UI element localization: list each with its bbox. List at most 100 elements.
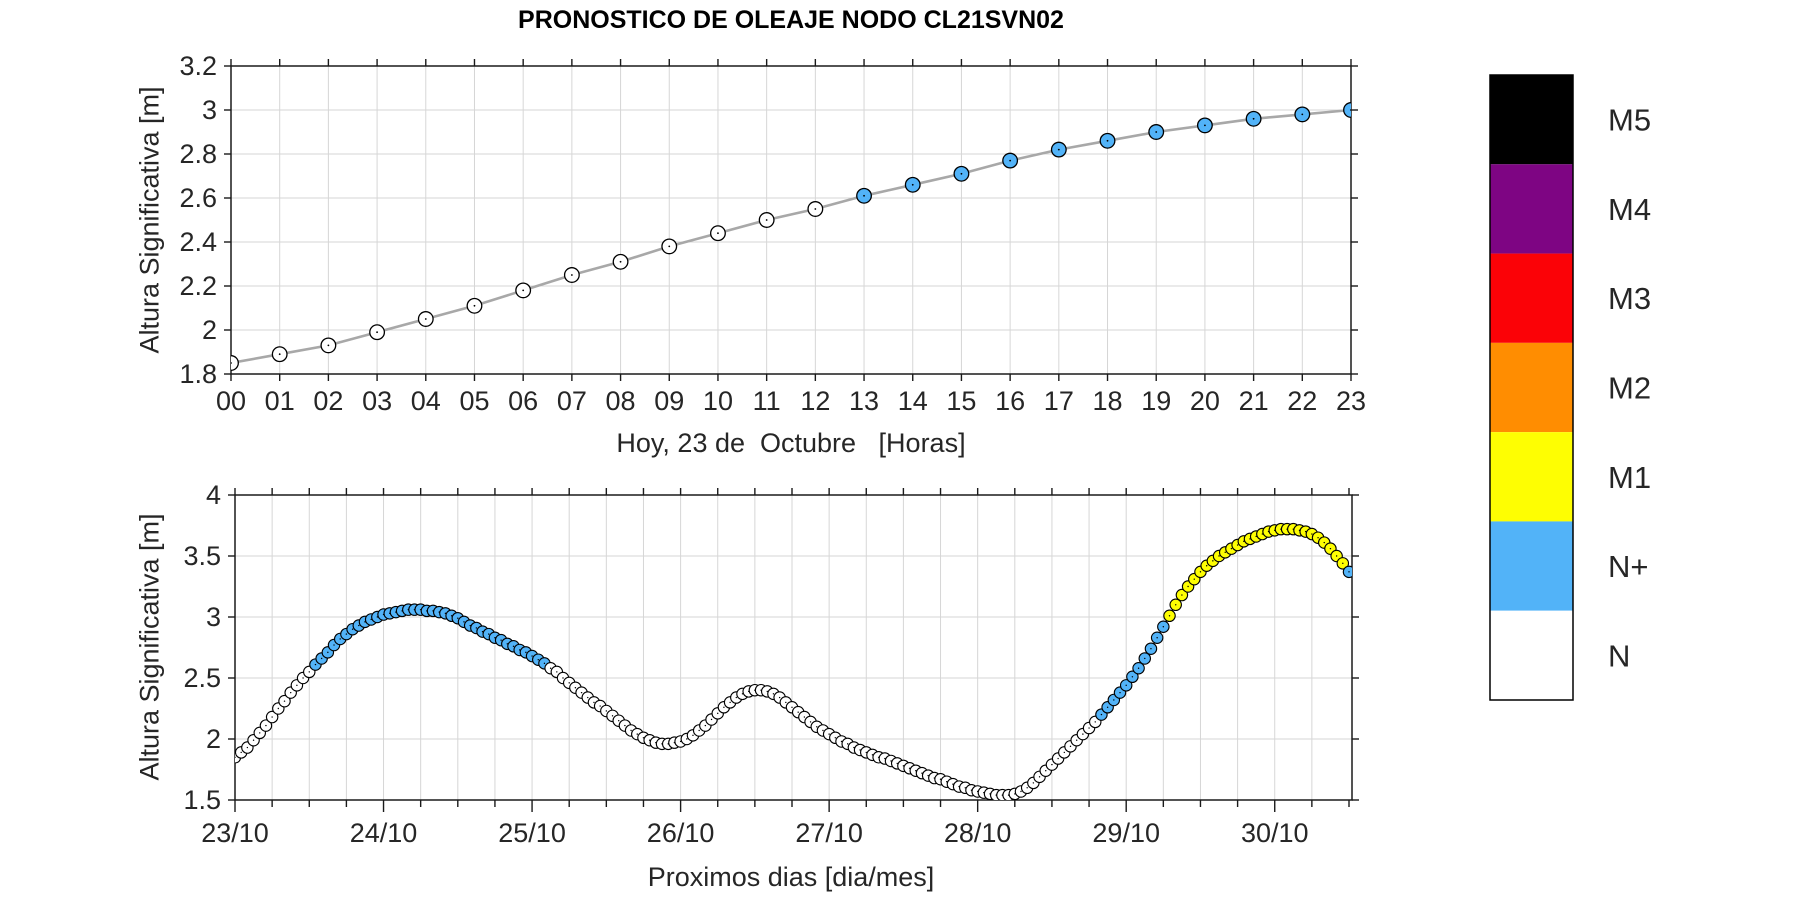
bottom-marker-dot: [574, 687, 577, 689]
bottom-marker-dot: [729, 701, 731, 704]
bottom-marker-dot: [345, 633, 348, 635]
top-y-tick-label: 2.6: [179, 183, 217, 213]
bottom-marker-dot: [834, 737, 837, 739]
bottom-marker-dot: [500, 639, 502, 641]
top-plot-border: [230, 65, 1352, 375]
bottom-marker-dot: [1106, 706, 1109, 708]
bottom-marker-dot: [327, 651, 329, 654]
bottom-marker-dot: [1193, 578, 1195, 580]
bottom-marker-dot: [1075, 739, 1078, 741]
top-marker-dot: [1009, 159, 1012, 162]
top-x-tick-label: 23: [1336, 386, 1366, 416]
bottom-marker-dot: [549, 667, 552, 669]
bottom-y-tick-label: 1.5: [183, 785, 221, 815]
bottom-x-tick-label: 25/10: [498, 818, 566, 848]
top-marker-dot: [1350, 109, 1351, 111]
bottom-x-tick-label: 28/10: [944, 818, 1012, 848]
bottom-marker-dot: [283, 700, 286, 702]
bottom-marker-dot: [259, 732, 261, 734]
bottom-marker-dot: [1051, 763, 1053, 766]
top-y-tick-label: 2.8: [179, 139, 217, 169]
bottom-marker-dot: [828, 733, 830, 735]
bottom-marker-dot: [1045, 770, 1047, 772]
bottom-marker-dot: [1094, 721, 1096, 723]
bottom-marker-dot: [314, 663, 317, 666]
bottom-marker-dot: [1162, 626, 1165, 628]
bottom-marker-dot: [1026, 787, 1028, 789]
bottom-marker-dot: [1144, 657, 1146, 660]
bottom-marker-dot: [1175, 604, 1177, 606]
top-marker-dot: [1057, 148, 1060, 151]
bottom-marker-dot: [611, 715, 614, 717]
top-marker-dot: [278, 353, 281, 356]
bottom-marker-dot: [1317, 537, 1319, 539]
bottom-marker-dot: [235, 756, 236, 758]
bottom-marker-dot: [686, 738, 688, 740]
bottom-y-tick-label: 3.5: [183, 541, 221, 571]
top-marker-dot: [1106, 139, 1109, 142]
legend-label-N: N: [1608, 638, 1630, 673]
bottom-plot-border: [234, 494, 1353, 801]
top-y-tick-label: 1.8: [179, 359, 217, 389]
bottom-marker-dot: [537, 659, 539, 661]
legend-border: [1489, 74, 1574, 701]
top-x-tick-label: 16: [995, 386, 1025, 416]
top-x-tick-label: 07: [557, 386, 587, 416]
bottom-marker-dot: [1113, 699, 1115, 701]
top-x-tick-label: 03: [362, 386, 392, 416]
top-chart: 00 01 02 03 04 05 06 07 08 09 10 11 12 13 14 15 16 17 18 19…: [179, 51, 1366, 416]
top-x-tick-label: 22: [1287, 386, 1317, 416]
legend-label-M5: M5: [1608, 103, 1651, 138]
bottom-marker-dot: [636, 733, 638, 735]
bottom-marker-dot: [240, 751, 242, 754]
bottom-y-tick-label: 4: [206, 480, 221, 510]
bottom-marker-dot: [1323, 541, 1325, 544]
bottom-marker-dot: [624, 724, 626, 727]
top-x-tick-label: 00: [216, 386, 246, 416]
bottom-marker-dot: [562, 677, 564, 679]
bottom-marker-dot: [1230, 547, 1233, 550]
bottom-marker-dot: [1199, 571, 1202, 573]
top-x-tick-label: 15: [946, 386, 976, 416]
bottom-marker-dot: [1181, 594, 1183, 596]
bottom-marker-dot: [277, 707, 280, 710]
top-x-tick-label: 18: [1092, 386, 1122, 416]
top-x-tick-label: 19: [1141, 386, 1171, 416]
bottom-marker-dot: [320, 657, 323, 660]
bottom-marker-dot: [698, 729, 700, 732]
bottom-x-tick-label: 29/10: [1092, 818, 1160, 848]
top-marker-dot: [717, 232, 719, 235]
top-marker-23: [1343, 102, 1351, 118]
top-series: [231, 102, 1351, 371]
bottom-x-tick-label: 23/10: [201, 818, 269, 848]
bottom-marker-dot: [618, 720, 620, 722]
bottom-marker-dot: [457, 617, 459, 619]
bottom-x-tick-label: 24/10: [350, 818, 418, 848]
bottom-marker-dot: [531, 655, 533, 657]
legend-label-M3: M3: [1608, 281, 1651, 316]
top-y-tick-label: 3.2: [179, 51, 217, 81]
top-y-tick-label: 2.4: [179, 227, 217, 257]
legend-swatch-M5: [1490, 75, 1573, 165]
bottom-marker-dot: [525, 651, 527, 654]
bottom-marker-dot: [599, 705, 601, 707]
bottom-marker-dot: [1329, 547, 1332, 550]
top-marker-dot: [1155, 131, 1158, 133]
bottom-marker-dot: [1348, 571, 1350, 573]
bottom-chart-xlabel: Proximos dias [dia/mes]: [647, 862, 935, 892]
bottom-marker-dot: [1125, 684, 1127, 687]
legend-swatch-N+: [1490, 521, 1573, 611]
top-x-tick-label: 17: [1044, 386, 1074, 416]
legend-label-M4: M4: [1608, 192, 1651, 227]
top-marker-dot: [424, 318, 427, 320]
bottom-marker-dot: [1082, 733, 1084, 735]
bottom-x-tick-label: 26/10: [647, 818, 715, 848]
top-marker-dot: [960, 172, 963, 175]
alert-level-legend: M5 M4 M3 M2 M1 N+ N: [1489, 74, 1651, 701]
bottom-marker-dot: [1119, 691, 1121, 694]
bottom-marker-dot: [1236, 544, 1239, 546]
top-marker-dot: [863, 194, 865, 197]
bottom-marker-dot: [593, 701, 595, 704]
bottom-marker-dot: [1032, 782, 1035, 784]
